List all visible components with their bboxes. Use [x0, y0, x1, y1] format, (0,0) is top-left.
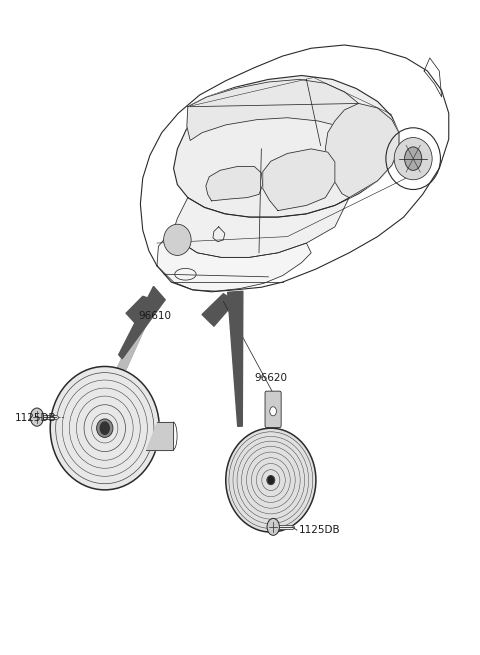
Ellipse shape — [394, 138, 432, 179]
Ellipse shape — [96, 419, 113, 438]
Polygon shape — [206, 166, 263, 201]
Polygon shape — [117, 308, 154, 369]
Ellipse shape — [267, 476, 275, 485]
Circle shape — [30, 408, 44, 426]
Circle shape — [270, 407, 276, 416]
Circle shape — [100, 422, 109, 434]
Polygon shape — [228, 291, 243, 426]
Polygon shape — [263, 149, 335, 211]
Text: 96610: 96610 — [138, 311, 171, 321]
Circle shape — [267, 519, 279, 535]
Polygon shape — [126, 296, 159, 326]
Text: 96620: 96620 — [254, 373, 287, 383]
Text: 1125DB: 1125DB — [14, 413, 56, 423]
Circle shape — [268, 476, 274, 484]
Polygon shape — [119, 286, 165, 359]
Polygon shape — [187, 79, 362, 140]
Polygon shape — [146, 422, 173, 450]
Polygon shape — [157, 230, 311, 291]
Ellipse shape — [164, 224, 191, 255]
Circle shape — [405, 147, 422, 170]
FancyBboxPatch shape — [265, 391, 281, 428]
Ellipse shape — [50, 366, 159, 490]
Polygon shape — [174, 198, 349, 257]
Polygon shape — [174, 75, 399, 217]
Ellipse shape — [226, 428, 316, 532]
Text: 1125DB: 1125DB — [300, 525, 341, 535]
Polygon shape — [202, 293, 235, 326]
Polygon shape — [325, 103, 399, 198]
